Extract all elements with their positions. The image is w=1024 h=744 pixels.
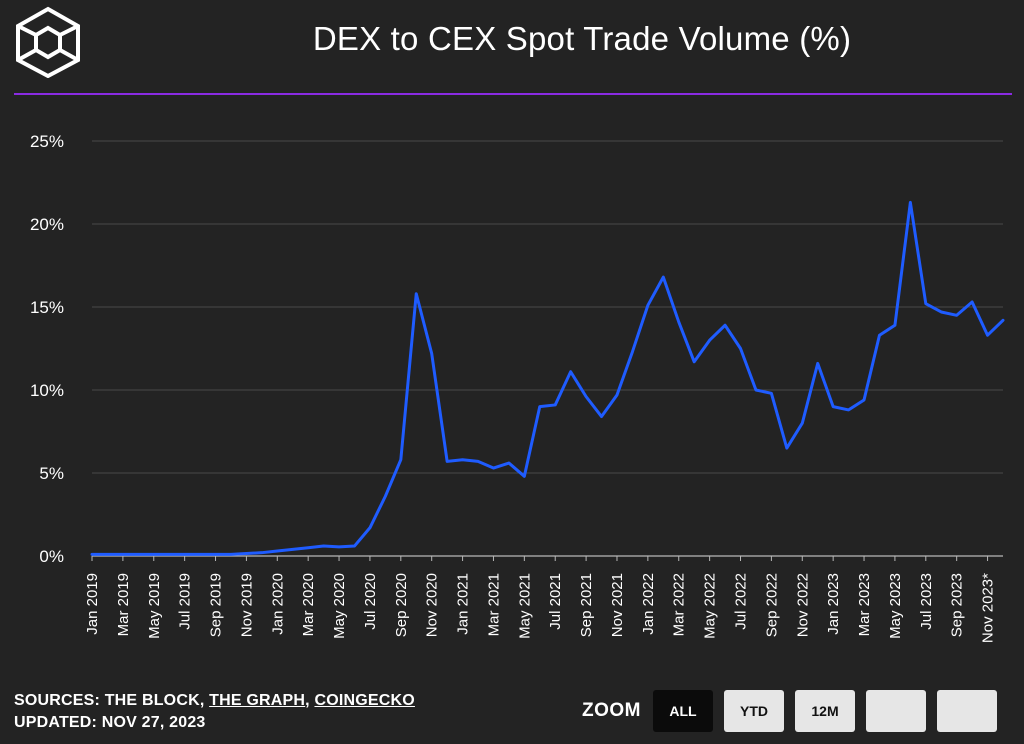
y-tick-label: 15% <box>30 298 64 317</box>
x-tick-label: Mar 2019 <box>115 573 132 636</box>
x-tick-label: May 2020 <box>331 573 348 639</box>
x-tick-label: May 2019 <box>146 573 163 639</box>
x-tick-label: Nov 2021 <box>609 573 626 637</box>
coingecko-link[interactable]: COINGECKO <box>314 692 415 709</box>
x-tick-label: Jan 2019 <box>84 573 101 635</box>
x-tick-label: Sep 2022 <box>763 573 780 637</box>
x-tick-label: Jan 2023 <box>825 573 842 635</box>
x-tick-label: Mar 2022 <box>671 573 688 636</box>
zoom-blank-button-2[interactable] <box>937 690 997 732</box>
line-chart: 0% 5% 10% 15% 20% 25% Jan 2019 Mar 2019 May 2019… <box>30 132 1005 643</box>
zoom-controls: ZOOM ALL YTD 12M <box>582 690 1008 732</box>
y-tick-label: 10% <box>30 381 64 400</box>
x-tick-label: Sep 2021 <box>578 573 595 637</box>
x-tick-label: Nov 2020 <box>424 573 441 637</box>
x-tick-label: May 2023 <box>887 573 904 639</box>
x-tick-label: Mar 2023 <box>856 573 873 636</box>
x-tick-label: Nov 2023* <box>980 573 997 643</box>
x-tick-label: Sep 2019 <box>208 573 225 637</box>
sources-line: SOURCES: THE BLOCK, THE GRAPH, COINGECKO <box>14 690 415 712</box>
title-divider <box>14 93 1012 95</box>
x-tick-label: Jul 2020 <box>362 573 379 630</box>
y-tick-label: 5% <box>39 464 64 483</box>
sources-separator: , <box>305 692 315 709</box>
x-tick-label: Mar 2021 <box>485 573 502 636</box>
zoom-label: ZOOM <box>582 700 641 721</box>
x-tick-label: Jan 2021 <box>455 573 472 635</box>
updated-date: UPDATED: NOV 27, 2023 <box>14 714 206 731</box>
x-tick-label: Jul 2023 <box>918 573 935 630</box>
series-line <box>90 200 1005 556</box>
x-tick-label: Nov 2022 <box>794 573 811 637</box>
x-tick-label: Jul 2022 <box>733 573 750 630</box>
x-tick-label: May 2021 <box>516 573 533 639</box>
the-graph-link[interactable]: THE GRAPH <box>209 692 306 709</box>
x-tick-label: Jan 2020 <box>269 573 286 635</box>
x-tick-label: Mar 2020 <box>300 573 317 636</box>
x-tick-label: Jan 2022 <box>640 573 657 635</box>
x-tick-label: Jul 2019 <box>177 573 194 630</box>
zoom-ytd-button[interactable]: YTD <box>724 690 784 732</box>
y-tick-label: 20% <box>30 215 64 234</box>
chart-title: DEX to CEX Spot Trade Volume (%) <box>312 20 852 57</box>
sources-prefix: SOURCES: THE BLOCK, <box>14 692 210 709</box>
x-tick-label: May 2022 <box>702 573 719 639</box>
zoom-12m-button[interactable]: 12M <box>795 690 855 732</box>
zoom-all-button[interactable]: ALL <box>653 690 713 732</box>
y-tick-label: 25% <box>30 132 64 151</box>
the-block-logo-icon <box>16 6 80 78</box>
x-tick-label: Sep 2020 <box>393 573 410 637</box>
zoom-blank-button-1[interactable] <box>866 690 926 732</box>
x-tick-label: Nov 2019 <box>238 573 255 637</box>
footer-sources: SOURCES: THE BLOCK, THE GRAPH, COINGECKO… <box>14 690 415 734</box>
x-tick-label: Jul 2021 <box>547 573 564 630</box>
x-tick-label: Sep 2023 <box>949 573 966 637</box>
y-tick-label: 0% <box>39 547 64 566</box>
